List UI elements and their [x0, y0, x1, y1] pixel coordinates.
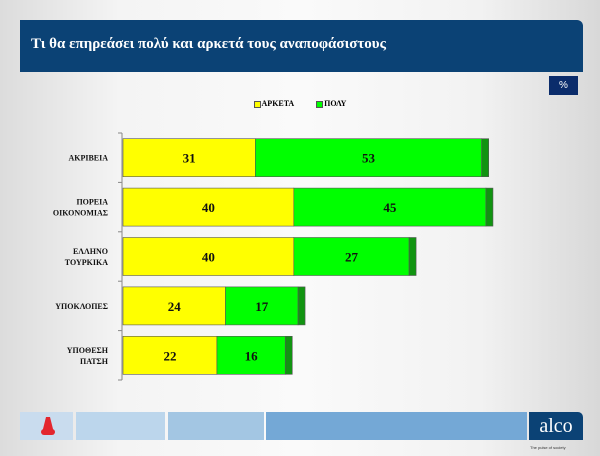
- category-label: ΠΟΡΕΙΑ: [76, 198, 108, 207]
- legend-item-poly: ΠΟΛΥ: [316, 99, 346, 108]
- bar-arketa: [122, 335, 218, 375]
- bar-poly: [293, 237, 410, 276]
- category-label: ΠΑΤΣΗ: [80, 357, 109, 366]
- legend-label: ΠΟΛΥ: [324, 99, 347, 108]
- data-label: 53: [362, 151, 376, 166]
- footer-band: [76, 412, 165, 440]
- footer-band: [168, 412, 264, 440]
- alco-logo: alco: [529, 412, 583, 440]
- data-label: 40: [202, 200, 215, 215]
- bar-arketa: [122, 286, 226, 326]
- footer-band: [266, 412, 527, 440]
- bar-end-cap: [485, 187, 494, 227]
- category-label: ΟΙΚΟΝΟΜΙΑΣ: [53, 209, 108, 218]
- bar-end-cap: [408, 237, 417, 276]
- bar-poly: [225, 286, 299, 326]
- data-label: 40: [202, 250, 215, 265]
- bar-end-cap: [481, 138, 489, 177]
- data-label: 31: [183, 151, 196, 166]
- category-label: ΑΚΡΙΒΕΙΑ: [68, 154, 108, 163]
- data-label: 45: [383, 200, 397, 215]
- bar-poly: [255, 138, 482, 177]
- category-label: ΕΛΛΗΝΟ: [73, 247, 108, 256]
- title-banner: Τι θα επηρεάσει πολύ και αρκετά τους ανα…: [20, 20, 583, 72]
- data-label: 24: [168, 299, 182, 314]
- tagline: The pulse of society: [530, 445, 566, 450]
- bar-poly: [293, 187, 487, 227]
- alpha-logo-box: [20, 412, 73, 440]
- legend-swatch: [253, 100, 261, 108]
- category-label: ΤΟΥΡΚΙΚΑ: [65, 258, 108, 267]
- data-label: 17: [255, 299, 269, 314]
- alpha-logo: [41, 417, 55, 435]
- data-label: 16: [245, 348, 259, 363]
- category-label: ΥΠΟΚΛΟΠΕΣ: [55, 302, 108, 311]
- bar-arketa: [122, 237, 295, 276]
- bar-end-cap: [284, 335, 293, 375]
- category-label: ΥΠΟΘΕΣΗ: [67, 346, 109, 355]
- bar-arketa: [122, 138, 256, 177]
- legend-label: ΑΡΚΕΤΑ: [261, 99, 295, 108]
- data-label: 22: [163, 348, 176, 363]
- bar-arketa: [122, 187, 295, 227]
- bar-end-cap: [297, 286, 306, 326]
- data-label: 27: [345, 250, 359, 265]
- legend-item-arketa: ΑΡΚΕΤΑ: [253, 99, 295, 108]
- legend: ΑΡΚΕΤΑ ΠΟΛΥ: [0, 99, 600, 108]
- page-title: Τι θα επηρεάσει πολύ και αρκετά τους ανα…: [31, 36, 386, 52]
- legend-swatch: [316, 100, 324, 108]
- unit-badge: %: [549, 76, 578, 95]
